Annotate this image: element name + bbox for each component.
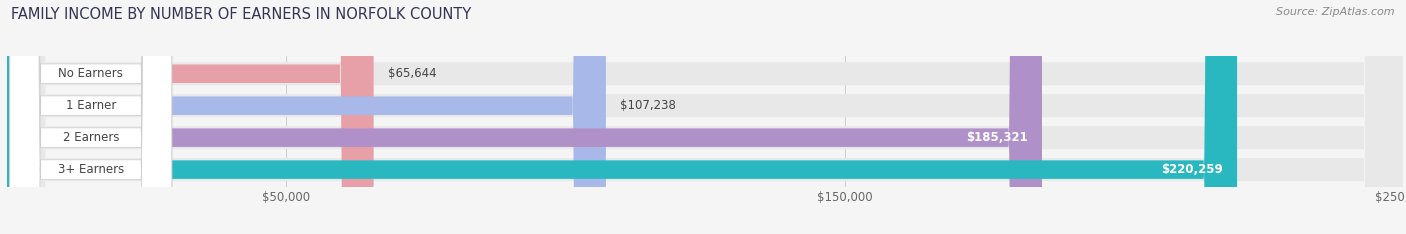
FancyBboxPatch shape: [10, 0, 172, 234]
Text: $185,321: $185,321: [966, 131, 1028, 144]
FancyBboxPatch shape: [7, 0, 1403, 234]
FancyBboxPatch shape: [7, 0, 1403, 234]
Text: $65,644: $65,644: [388, 67, 436, 80]
FancyBboxPatch shape: [7, 0, 1403, 234]
FancyBboxPatch shape: [10, 0, 172, 234]
Text: Source: ZipAtlas.com: Source: ZipAtlas.com: [1277, 7, 1395, 17]
Text: No Earners: No Earners: [59, 67, 124, 80]
FancyBboxPatch shape: [10, 0, 172, 234]
FancyBboxPatch shape: [7, 0, 606, 234]
Text: $220,259: $220,259: [1161, 163, 1223, 176]
FancyBboxPatch shape: [7, 0, 1403, 234]
Text: 3+ Earners: 3+ Earners: [58, 163, 124, 176]
FancyBboxPatch shape: [7, 0, 374, 234]
Text: $107,238: $107,238: [620, 99, 676, 112]
FancyBboxPatch shape: [10, 0, 172, 234]
Text: FAMILY INCOME BY NUMBER OF EARNERS IN NORFOLK COUNTY: FAMILY INCOME BY NUMBER OF EARNERS IN NO…: [11, 7, 471, 22]
Text: 1 Earner: 1 Earner: [66, 99, 115, 112]
FancyBboxPatch shape: [7, 0, 1237, 234]
FancyBboxPatch shape: [7, 0, 1042, 234]
Text: 2 Earners: 2 Earners: [62, 131, 120, 144]
